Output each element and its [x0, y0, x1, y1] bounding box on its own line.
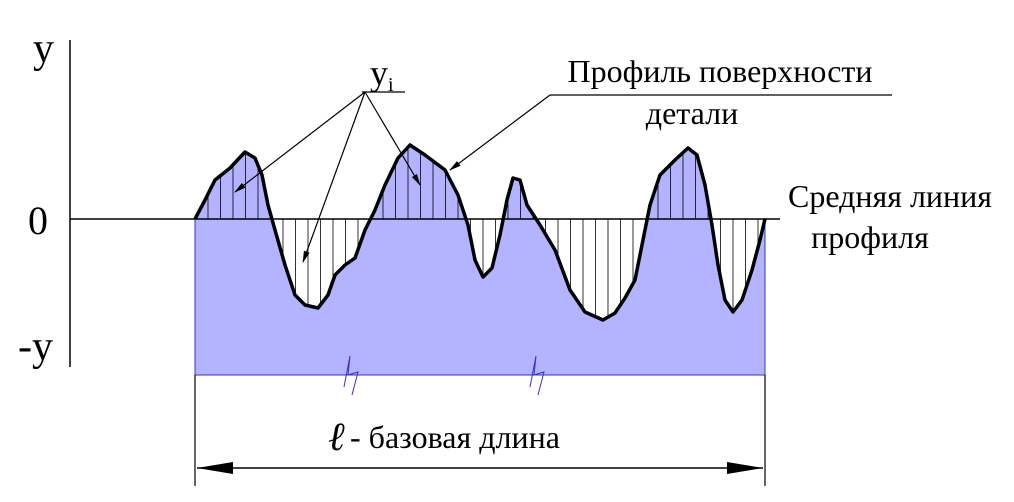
axis-zero-label: 0: [28, 198, 48, 243]
axis-top-label: y: [33, 26, 54, 72]
leader: [449, 94, 551, 171]
mean-line-label: профиля: [811, 219, 929, 255]
leader: [364, 91, 421, 186]
break-mark: [529, 355, 545, 396]
ordinate-label: yi: [370, 53, 394, 96]
profile-label: Профиль поверхности: [567, 53, 872, 89]
ordinate-symbol: y: [370, 53, 388, 93]
ordinate-index: i: [388, 74, 394, 96]
base-length-label: - базовая длина: [350, 419, 560, 455]
axis-bottom-label: -y: [18, 324, 53, 370]
leader: [234, 91, 366, 193]
mean-line-label: Средняя линия: [788, 178, 992, 214]
profile-label: детали: [646, 95, 738, 131]
leader: [302, 91, 366, 263]
profile-curve: [193, 143, 767, 322]
break-mark: [343, 355, 359, 396]
base-length-symbol: ℓ: [328, 414, 345, 459]
